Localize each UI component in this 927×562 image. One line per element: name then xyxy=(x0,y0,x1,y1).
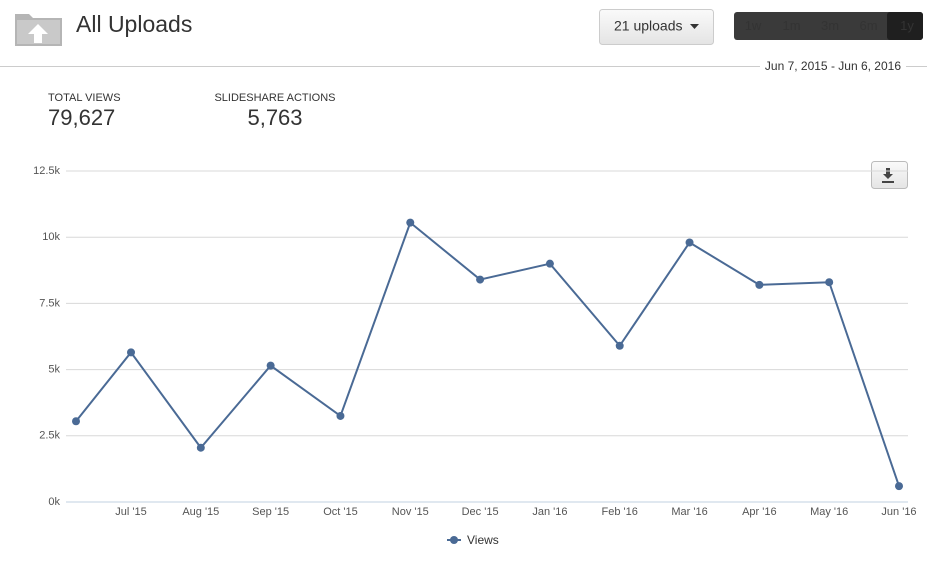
y-tick-label: 0k xyxy=(48,496,60,508)
x-tick-label: Apr '16 xyxy=(742,506,777,518)
data-point xyxy=(127,348,135,357)
x-tick-label: Jan '16 xyxy=(532,506,567,518)
uploads-button-label: 21 uploads xyxy=(614,18,683,34)
stat-label: SLIDESHARE ACTIONS xyxy=(214,92,335,104)
y-tick-label: 10k xyxy=(42,231,60,243)
data-point xyxy=(895,482,903,491)
x-tick-label: Aug '15 xyxy=(182,506,219,518)
page-title: All Uploads xyxy=(76,11,192,37)
download-button[interactable] xyxy=(871,161,908,189)
legend-label[interactable]: Views xyxy=(467,533,499,547)
date-range-bg xyxy=(760,58,906,76)
y-tick-label: 5k xyxy=(48,364,60,376)
range-button[interactable]: 1m xyxy=(782,18,800,33)
x-tick-label: Mar '16 xyxy=(671,506,707,518)
data-point xyxy=(685,238,694,247)
uploads-button[interactable]: 21 uploads xyxy=(599,9,714,45)
x-tick-label: May '16 xyxy=(810,506,848,518)
data-point xyxy=(72,417,80,426)
x-tick-label: Dec '15 xyxy=(462,506,499,518)
folder-icon xyxy=(15,14,62,46)
x-tick-label: Sep '15 xyxy=(252,506,289,518)
y-tick-label: 2.5k xyxy=(39,430,60,442)
data-point xyxy=(545,259,554,268)
x-tick-label: Feb '16 xyxy=(602,506,638,518)
y-tick-label: 7.5k xyxy=(39,297,60,309)
legend-marker xyxy=(450,536,458,544)
x-tick-label: Nov '15 xyxy=(392,506,429,518)
data-point xyxy=(825,278,834,287)
data-point xyxy=(406,218,415,227)
x-tick-label: Jun '16 xyxy=(881,506,916,518)
data-point xyxy=(755,280,764,289)
data-point xyxy=(336,411,345,420)
range-buttons: 1w 1m 3m 6m 1y xyxy=(734,12,923,40)
stat-value: 79,627 xyxy=(48,105,115,130)
range-button[interactable]: 1w xyxy=(745,18,762,33)
date-range: Jun 7, 2015 - Jun 6, 2016 xyxy=(765,59,901,73)
x-tick-label: Oct '15 xyxy=(323,506,358,518)
data-point xyxy=(476,275,485,284)
range-button[interactable]: 3m xyxy=(821,18,839,33)
x-tick-label: Jul '15 xyxy=(115,506,146,518)
data-point xyxy=(196,443,205,452)
data-point xyxy=(615,341,624,350)
data-point xyxy=(266,361,275,370)
stat-label: TOTAL VIEWS xyxy=(48,92,121,104)
y-tick-label: 12.5k xyxy=(33,165,60,177)
range-button[interactable]: 6m xyxy=(859,18,877,33)
stat-value: 5,763 xyxy=(247,105,302,130)
range-button[interactable]: 1y xyxy=(900,18,914,33)
